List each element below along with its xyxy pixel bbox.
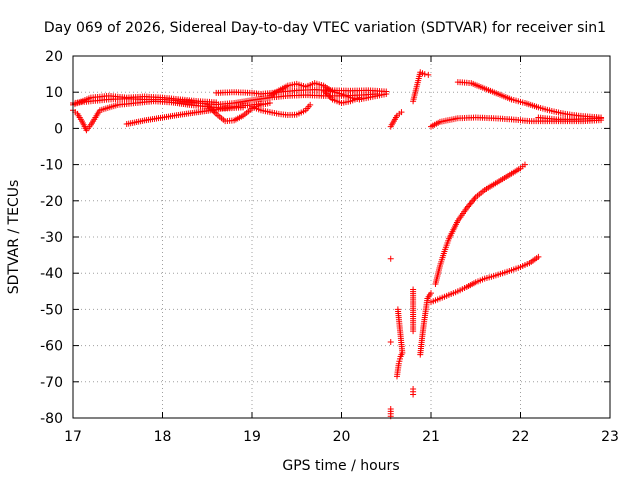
series-sat-t	[428, 253, 542, 306]
series-sat-k	[410, 69, 432, 105]
y-tick-label: -80	[40, 411, 63, 427]
chart-title: Day 069 of 2026, Sidereal Day-to-day VTE…	[44, 20, 606, 36]
y-tick-label: 10	[45, 85, 63, 101]
series-sat-o	[387, 255, 394, 420]
series-sat-p	[393, 306, 406, 380]
data-point-marker	[410, 328, 417, 335]
y-tick-label: -40	[40, 266, 63, 282]
x-tick-label: 21	[422, 429, 440, 445]
y-axis-title: SDTVAR / TECUs	[6, 180, 22, 295]
data-point-marker	[398, 109, 405, 116]
data-point-marker	[394, 306, 401, 313]
data-point-marker	[387, 255, 394, 262]
x-tick-label: 19	[243, 429, 261, 445]
y-tick-label: -30	[40, 230, 63, 246]
series-sat-i	[320, 87, 363, 107]
data-point-marker	[535, 253, 542, 260]
data-point-marker	[213, 99, 220, 106]
x-tick-label: 18	[154, 429, 172, 445]
data-point-marker	[307, 101, 314, 108]
data-point-marker	[266, 100, 273, 107]
data-point-marker	[425, 71, 432, 78]
data-point-marker	[598, 115, 605, 122]
y-tick-label: 20	[45, 49, 63, 65]
data-point-marker	[410, 391, 417, 398]
series-sat-n	[535, 114, 605, 123]
series-sat-c	[70, 92, 220, 108]
grid-layer	[73, 56, 610, 418]
x-tick-label: 20	[333, 429, 351, 445]
series-sat-r	[417, 290, 434, 358]
y-tick-label: -10	[40, 158, 63, 174]
data-point-marker	[383, 91, 390, 98]
y-tick-label: -50	[40, 302, 63, 318]
data-point-marker	[421, 71, 428, 78]
y-tick-label: -60	[40, 339, 63, 355]
x-tick-label: 17	[64, 429, 82, 445]
data-point-marker	[428, 290, 434, 297]
series-sat-e	[204, 100, 273, 125]
y-tick-label: -70	[40, 375, 63, 391]
data-marks-layer	[70, 69, 605, 420]
data-point-marker	[521, 161, 528, 168]
x-tick-label: 23	[601, 429, 619, 445]
series-sat-s	[432, 161, 528, 288]
x-tick-label: 22	[512, 429, 530, 445]
data-point-marker	[356, 94, 363, 101]
axis-ticks-layer: 17 18 19 20 21 22 23 20 10 0 -10 -20 -30 -40 -50 -60 -70…	[40, 49, 619, 445]
y-tick-label: 0	[54, 121, 63, 137]
data-point-marker	[387, 338, 394, 345]
y-tick-label: -20	[40, 194, 63, 210]
series-sat-q	[410, 286, 417, 398]
series-sat-j	[387, 109, 405, 130]
series-sat-d	[123, 100, 264, 128]
series-sat-g	[249, 101, 314, 119]
x-axis-title: GPS time / hours	[282, 458, 399, 474]
